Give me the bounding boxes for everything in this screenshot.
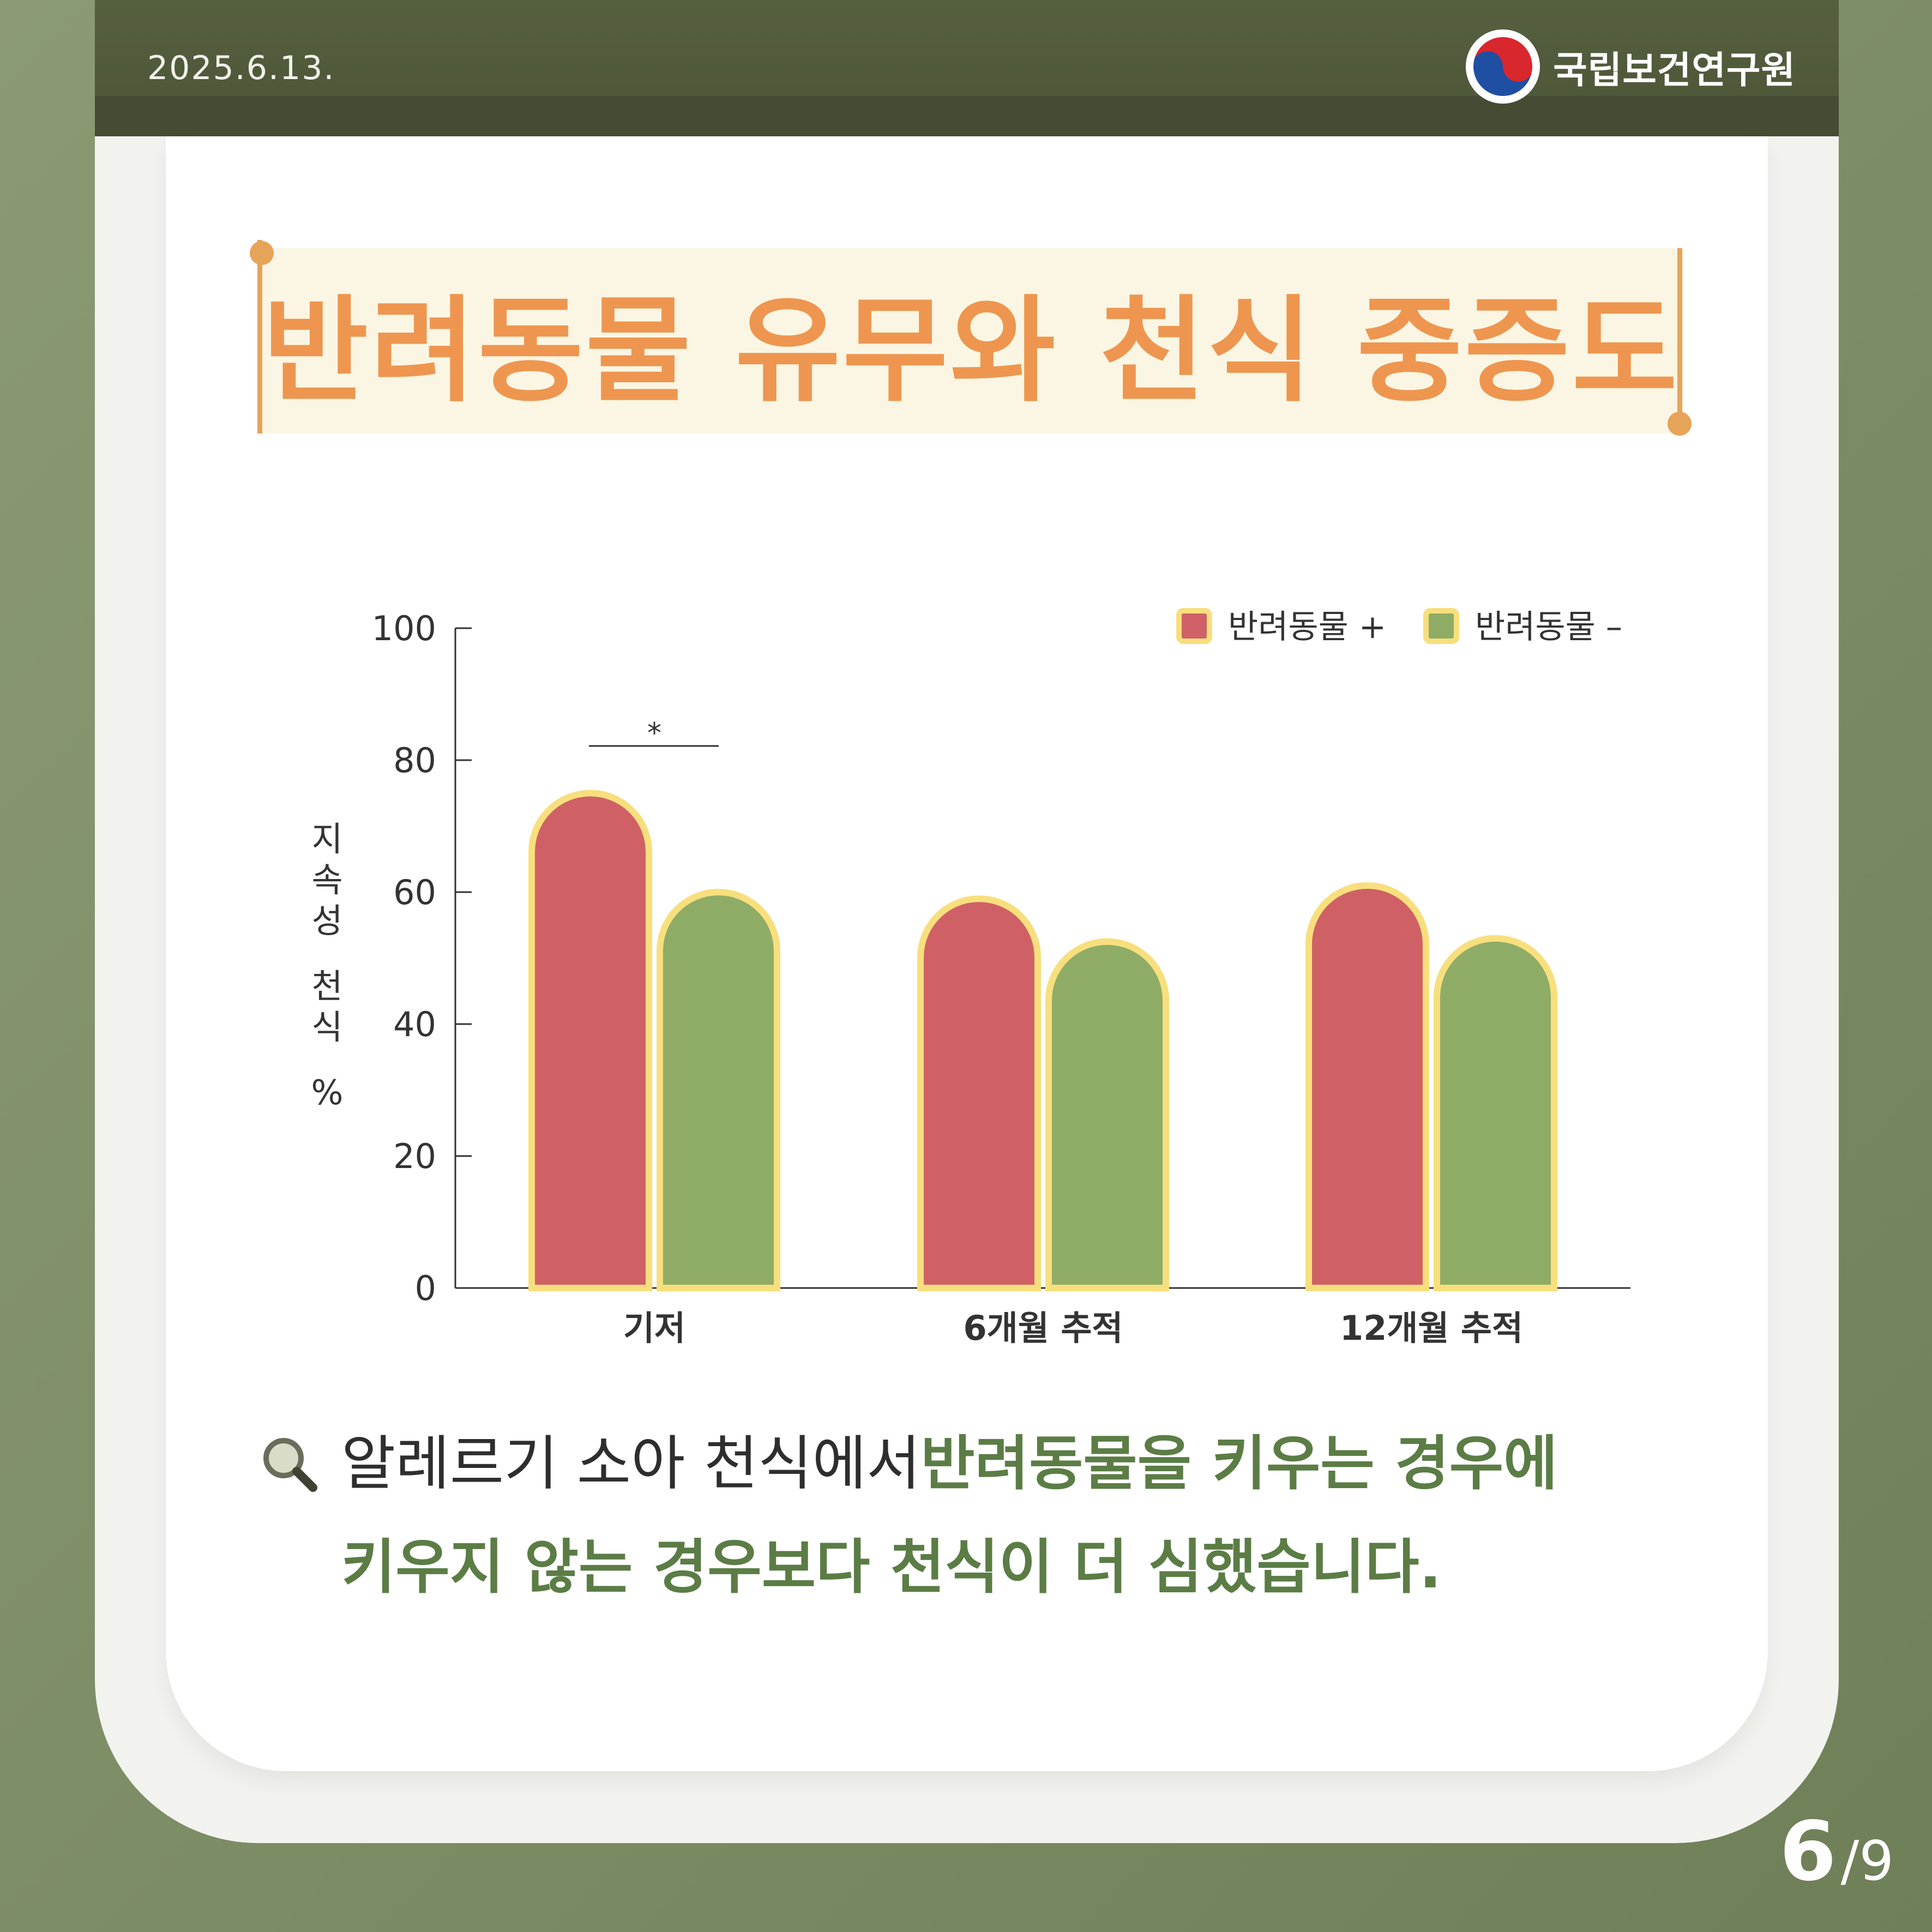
caption-highlight-b: 키우지 않는 경우보다 천식이 더 심했습니다. (341, 1533, 1442, 1602)
page-title: 반려동물 유무와 천식 중증도 (263, 284, 1680, 418)
legend-swatch (1423, 608, 1459, 644)
x-tick-label: 12개월 추적 (1340, 1308, 1523, 1348)
caption: 알레르기 소아 천식에서 반려동물을 키우는 경우에 키우지 않는 경우보다 천… (260, 1412, 1557, 1620)
publish-date: 2025.6.13. (147, 49, 335, 87)
y-tick-label: 40 (393, 1004, 436, 1044)
y-tick-label: 100 (372, 609, 436, 648)
title-banner: 반려동물 유무와 천식 중증도 (260, 248, 1683, 434)
total-pages: /9 (1840, 1829, 1894, 1893)
x-tick-label: 기저 (623, 1308, 685, 1348)
bar-pet-no-2 (1434, 935, 1557, 1291)
bar-pet-no-1 (1045, 938, 1169, 1291)
y-tick-label: 60 (393, 872, 436, 912)
current-page: 6 (1779, 1804, 1837, 1899)
title-right-rule (1677, 248, 1682, 423)
bar-pet-yes-0 (528, 790, 652, 1291)
caption-normal: 알레르기 소아 천식에서 (341, 1430, 921, 1498)
title-left-dot (250, 241, 274, 265)
page-indicator: 6 /9 (1779, 1804, 1894, 1899)
title-right-dot (1668, 412, 1692, 436)
bar-pet-no-0 (657, 889, 780, 1291)
y-tick-label: 80 (393, 741, 436, 780)
legend-label: 반려동물 – (1475, 608, 1622, 646)
org-brand: 국립보건연구원 (1465, 28, 1796, 105)
top-header-bar (95, 0, 1839, 140)
title-left-rule (257, 240, 262, 434)
legend-label: 반려동물 + (1228, 608, 1386, 646)
y-tick-label: 0 (415, 1268, 436, 1308)
significance-mark: * (647, 717, 661, 750)
y-tick-label: 20 (393, 1136, 436, 1176)
org-name: 국립보건연구원 (1553, 49, 1796, 92)
magnifier-icon (263, 1438, 317, 1492)
bar-pet-yes-1 (917, 895, 1041, 1291)
legend-swatch (1176, 608, 1212, 644)
bar-pet-yes-2 (1305, 882, 1429, 1291)
taegeuk-logo-icon (1466, 29, 1540, 104)
x-tick-label: 6개월 추적 (964, 1308, 1123, 1348)
caption-highlight-a: 반려동물을 키우는 경우에 (920, 1430, 1558, 1498)
